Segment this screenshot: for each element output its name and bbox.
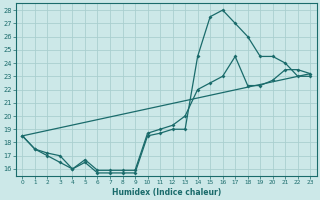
X-axis label: Humidex (Indice chaleur): Humidex (Indice chaleur) <box>112 188 221 197</box>
